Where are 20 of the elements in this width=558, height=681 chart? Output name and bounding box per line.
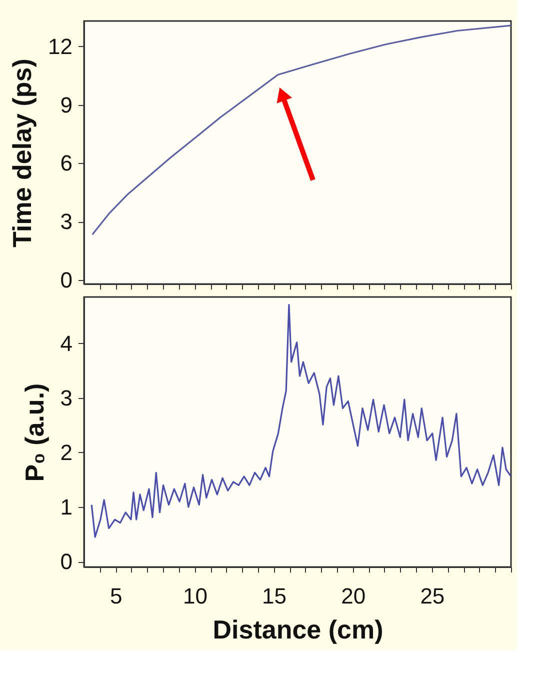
x-tick-label: 10 xyxy=(182,584,208,608)
y-tick-label: 3 xyxy=(60,209,72,234)
y-axis-title: P₀ (a.u.) xyxy=(19,383,50,482)
y-tick-label: 9 xyxy=(60,92,72,118)
line-series xyxy=(90,304,511,538)
x-axis-title: Distance (cm) xyxy=(212,614,384,644)
y-tick-label: 0 xyxy=(60,268,72,293)
y-tick-label: 2 xyxy=(60,440,72,465)
y-tick-label: 12 xyxy=(48,34,72,59)
line-series xyxy=(92,24,511,236)
y-tick-label: 3 xyxy=(60,385,72,410)
y-tick-label: 6 xyxy=(60,150,72,176)
y-tick-label: 0 xyxy=(60,549,72,574)
x-tick-label: 20 xyxy=(341,584,366,608)
x-tick-label: 5 xyxy=(110,584,122,608)
y-tick-label: 1 xyxy=(60,494,72,520)
x-tick-label: 15 xyxy=(262,584,287,608)
y-axis-title: Time delay (ps) xyxy=(7,58,38,248)
y-tick-label: 4 xyxy=(60,330,72,356)
x-tick-label: 25 xyxy=(420,584,445,608)
